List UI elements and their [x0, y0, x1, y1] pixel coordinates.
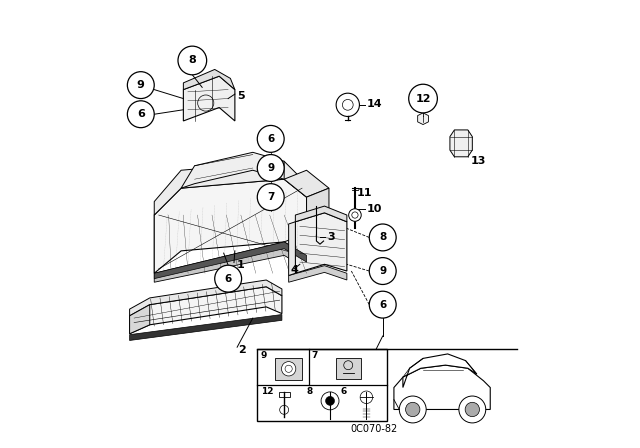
- Circle shape: [369, 224, 396, 251]
- Polygon shape: [154, 242, 307, 279]
- Text: 2: 2: [239, 345, 246, 355]
- Polygon shape: [184, 69, 235, 90]
- Polygon shape: [154, 242, 307, 282]
- Text: 8: 8: [307, 387, 313, 396]
- Circle shape: [257, 155, 284, 181]
- Text: 1: 1: [237, 260, 245, 270]
- Circle shape: [127, 72, 154, 99]
- Circle shape: [215, 265, 242, 292]
- Circle shape: [349, 209, 361, 221]
- Polygon shape: [403, 354, 477, 388]
- Text: 8: 8: [188, 56, 196, 65]
- Polygon shape: [307, 188, 329, 255]
- Text: 6: 6: [267, 134, 275, 144]
- Polygon shape: [130, 305, 150, 334]
- Text: 6: 6: [340, 387, 347, 396]
- Polygon shape: [130, 287, 282, 334]
- Circle shape: [326, 396, 335, 405]
- Text: 7: 7: [312, 351, 318, 360]
- Polygon shape: [181, 152, 284, 188]
- Polygon shape: [450, 130, 472, 157]
- Text: 4: 4: [291, 265, 299, 275]
- Polygon shape: [154, 161, 307, 215]
- Circle shape: [406, 402, 420, 417]
- Circle shape: [459, 396, 486, 423]
- Bar: [257, 349, 387, 421]
- Circle shape: [360, 391, 372, 404]
- Polygon shape: [418, 113, 428, 125]
- Text: 12: 12: [261, 387, 273, 396]
- Bar: [335, 358, 361, 379]
- Text: 7: 7: [267, 192, 275, 202]
- Text: 6: 6: [137, 109, 145, 119]
- Polygon shape: [284, 233, 329, 255]
- Circle shape: [336, 93, 360, 116]
- Text: 9: 9: [379, 266, 387, 276]
- Circle shape: [399, 396, 426, 423]
- Polygon shape: [154, 179, 307, 273]
- Circle shape: [282, 362, 296, 376]
- Polygon shape: [184, 76, 235, 121]
- Circle shape: [127, 101, 154, 128]
- Polygon shape: [296, 206, 347, 222]
- Polygon shape: [130, 314, 282, 340]
- Circle shape: [465, 402, 479, 417]
- Text: 10: 10: [367, 204, 382, 214]
- Polygon shape: [296, 213, 347, 273]
- Polygon shape: [394, 365, 490, 409]
- Text: 3: 3: [327, 233, 335, 242]
- Text: 11: 11: [356, 188, 372, 198]
- Text: 9: 9: [261, 351, 268, 360]
- Text: 12: 12: [415, 94, 431, 103]
- Circle shape: [409, 84, 437, 113]
- Polygon shape: [289, 266, 347, 282]
- Circle shape: [369, 258, 396, 284]
- Circle shape: [369, 291, 396, 318]
- Polygon shape: [284, 170, 329, 197]
- Circle shape: [178, 46, 207, 75]
- Circle shape: [321, 392, 339, 410]
- Text: 5: 5: [237, 91, 244, 101]
- Polygon shape: [130, 280, 282, 316]
- Text: 8: 8: [379, 233, 387, 242]
- Text: 14: 14: [367, 99, 382, 109]
- Text: 9: 9: [137, 80, 145, 90]
- Text: 0C070-82: 0C070-82: [350, 424, 397, 434]
- Bar: [275, 358, 302, 380]
- Circle shape: [257, 125, 284, 152]
- Circle shape: [257, 184, 284, 211]
- Polygon shape: [289, 222, 296, 276]
- Text: 13: 13: [470, 156, 486, 166]
- Bar: [279, 392, 289, 397]
- Text: 9: 9: [267, 163, 275, 173]
- Text: 6: 6: [225, 274, 232, 284]
- Text: 6: 6: [379, 300, 387, 310]
